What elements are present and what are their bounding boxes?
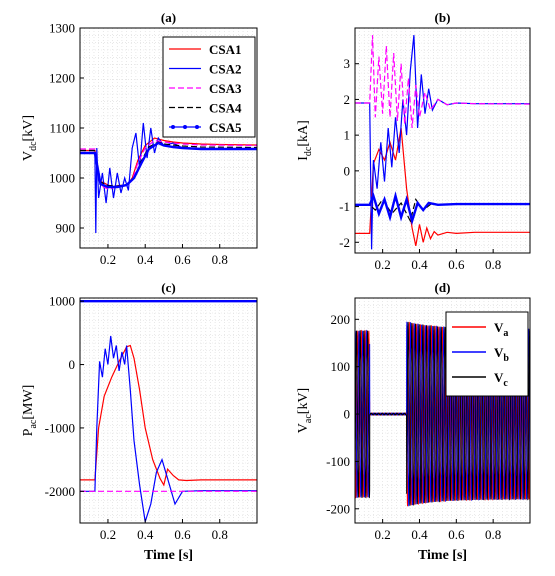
series-line-csa2 [80,335,257,522]
x-tick-label: 0.2 [375,527,391,542]
legend-box [445,311,529,397]
y-label-unit: [kV] [296,388,311,414]
y-tick-label: 1300 [49,21,75,36]
y-tick-label: 900 [56,221,76,236]
series-line-csa1 [355,127,530,247]
y-label-sub: dc [303,146,314,156]
legend-label: Va [494,320,508,339]
legend-marker [171,125,175,129]
plot-area [355,35,530,250]
y-tick-label: 1000 [49,294,75,309]
legend-label: Vc [494,370,508,389]
x-axis-label: Time [s] [144,548,193,563]
y-label-sub: ac [303,414,314,423]
legend-label-sub: b [503,353,509,364]
series-line-csa1 [80,137,257,188]
x-tick-label: 0.2 [375,257,391,272]
legend-label: CSA3 [209,81,242,96]
y-tick-label: 0 [69,357,76,372]
y-tick-label: -1 [339,199,350,214]
plot-area [80,122,257,234]
series-line-csa3 [355,35,530,129]
legend-label-main: V [494,370,504,385]
x-tick-label: 0.8 [485,527,501,542]
x-tick-label: 0.4 [411,257,428,272]
y-tick-label: 0 [344,163,351,178]
y-tick-label: -200 [326,501,350,516]
y-tick-label: 100 [331,359,351,374]
legend-marker [195,125,199,129]
y-label-main: P [21,428,36,436]
y-tick-label: 1100 [49,121,75,136]
panel-title: (c) [161,280,175,295]
series-line-csa1 [80,344,257,487]
x-tick-label: 0.4 [137,527,154,542]
plot-frame [354,297,531,524]
grid [354,27,531,254]
panel-title: (d) [435,280,451,295]
legend-label: Vb [494,345,509,364]
series-line-csa5 [355,191,530,226]
x-tick-label: 0.4 [137,252,154,267]
x-tick-label: 0.4 [411,527,428,542]
y-tick-label: 1 [344,128,351,143]
series-line-csa3 [80,139,257,190]
y-tick-label: 3 [344,56,351,71]
x-tick-label: 0.6 [174,252,191,267]
series-line-csa5 [80,141,257,189]
plot-frame [79,27,258,249]
panel-b: 0.2 0.4 0.6 0.8 -2 -1 0 1 2 3 (b) Idc[kA] [296,10,531,272]
legend-label: CSA2 [209,62,242,77]
panel-title: (a) [161,10,176,25]
x-tick-label: 0.8 [485,257,501,272]
y-label-unit: [kA] [296,120,311,146]
x-tick-label: 0.2 [100,527,116,542]
y-axis-label: Vac[kV] [296,388,314,433]
plot-area [80,300,257,522]
y-axis-label: Idc[kA] [296,120,314,161]
y-label-main: I [296,156,311,161]
legend-label: CSA1 [209,42,242,57]
panel-d: 0.2 0.4 0.6 0.8-200-1000100200(d)Vac[kV]Tim… [296,280,531,563]
y-tick-label: 0 [344,407,351,422]
x-tick-label: 0.6 [174,527,191,542]
legend-label-main: V [494,345,504,360]
x-tick-label: 0.6 [448,257,465,272]
legend-box [162,36,256,138]
x-tick-label: 0.8 [212,252,228,267]
x-tick-label: 0.6 [448,527,465,542]
panel-title: (b) [435,10,451,25]
y-axis-label: Vdc[kV] [21,115,39,161]
y-tick-label: -100 [326,454,350,469]
plot-frame [79,297,258,524]
legend-label: CSA4 [209,101,242,116]
legend-label: CSA5 [209,120,242,135]
legend-marker [183,125,187,129]
y-tick-label: 1000 [49,171,75,186]
panel-c: 0.2 0.4 0.6 0.8 -2000 -1000 0 1000 (c) Pac[MW] Tim… [21,280,258,563]
y-tick-label: -1000 [45,420,75,435]
x-axis-label: Time [s] [418,548,467,563]
y-label-unit: [kV] [21,115,36,141]
y-label-main: V [296,423,311,433]
y-tick-label: -2 [339,235,350,250]
grid [79,297,258,524]
y-tick-label: -2000 [45,484,75,499]
x-tick-label: 0.8 [212,527,228,542]
y-tick-label: 1200 [49,71,75,86]
y-tick-label: 2 [344,92,351,107]
legend-label-sub: a [503,328,508,339]
y-label-unit: [MW] [21,385,36,420]
legend-label-sub: c [503,378,508,389]
y-label-sub: ac [28,419,39,428]
y-label-main: V [21,151,36,161]
y-tick-label: 200 [331,312,351,327]
y-label-sub: dc [28,141,39,151]
panel-a: 0.2 0.4 0.6 0.8 900 1000 1100 1200 1300 (a) Vdc[kV… [21,10,258,267]
x-tick-label: 0.2 [100,252,116,267]
plot-frame [354,27,531,254]
y-axis-label: Pac[MW] [21,385,39,437]
legend-label-main: V [494,320,504,335]
